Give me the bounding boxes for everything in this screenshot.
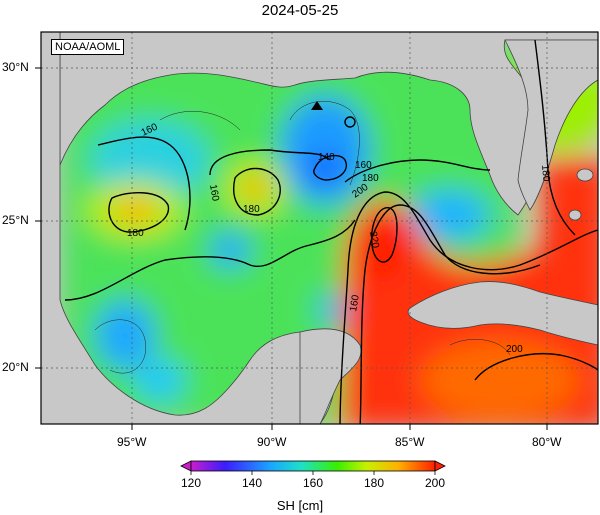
contour-label: 200 xyxy=(506,344,523,355)
contour-label: 220 xyxy=(367,231,381,250)
map-title: 2024-05-25 xyxy=(261,2,339,19)
contour-label: 160 xyxy=(355,160,372,171)
colorbar-ramp xyxy=(190,460,436,472)
lat-tick-label: 20°N xyxy=(2,360,29,374)
colorbar-units: SH [cm] xyxy=(276,498,324,513)
lat-tick-label: 30°N xyxy=(2,60,29,74)
credit-label: NOAA/AOML xyxy=(51,39,125,55)
colorbar-tick-label: 180 xyxy=(363,476,385,490)
colorbar-tick-label: 160 xyxy=(302,476,324,490)
contour-label: 180 xyxy=(127,228,144,239)
lon-tick-label: 85°W xyxy=(395,435,425,449)
lon-tick-label: 90°W xyxy=(257,435,287,449)
land-masses xyxy=(41,32,598,424)
colorbar-tick-label: 120 xyxy=(180,476,202,490)
colorbar xyxy=(180,460,446,475)
axis-ticks xyxy=(35,67,548,430)
contour-label: 140 xyxy=(318,152,335,163)
colorbar-high-arrow xyxy=(434,460,446,472)
contour-label: 180 xyxy=(243,204,260,215)
map-frame xyxy=(40,31,599,425)
contour-label: 180 xyxy=(362,173,379,184)
lat-tick-label: 25°N xyxy=(2,213,29,227)
contour-lines xyxy=(64,39,598,424)
station-marker xyxy=(311,101,323,110)
grid-lines xyxy=(41,32,598,424)
colorbar-tick-label: 200 xyxy=(424,476,446,490)
contour-label: 160 xyxy=(348,294,362,313)
contour-label: 160 xyxy=(207,184,221,203)
lon-tick-label: 95°W xyxy=(117,435,147,449)
colorbar-tick-label: 140 xyxy=(241,476,263,490)
lon-tick-label: 80°W xyxy=(532,435,562,449)
contour-label: 180 xyxy=(539,164,551,182)
colorbar-low-arrow xyxy=(180,460,192,472)
